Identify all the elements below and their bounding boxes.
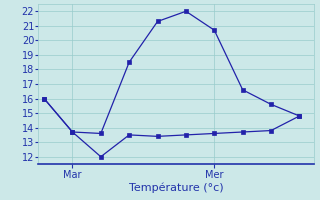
X-axis label: Température (°c): Température (°c): [129, 182, 223, 193]
